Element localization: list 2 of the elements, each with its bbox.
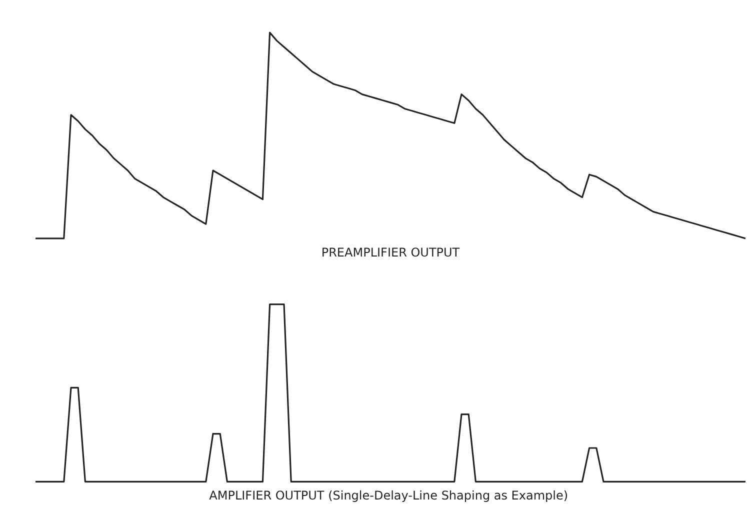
x-axis-title: PREAMPLIFIER OUTPUT [321,246,460,260]
x-axis-title: AMPLIFIER OUTPUT (Single-Delay-Line Shaping as Example) [209,488,568,502]
